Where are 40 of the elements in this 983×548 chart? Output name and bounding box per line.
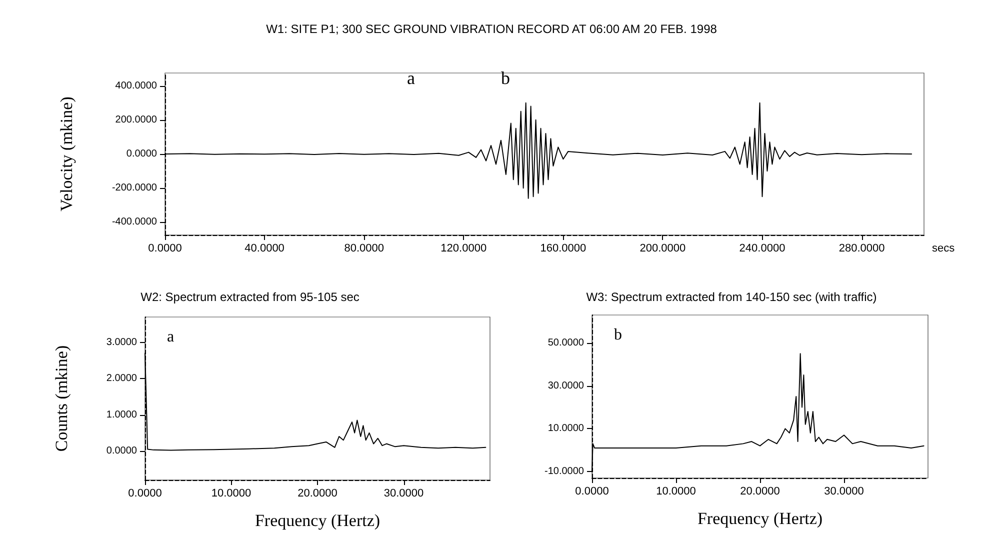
x-tick-label: 0.0000 [575,486,609,498]
x-tick-label: 20.0000 [298,488,338,500]
y-tick-label: 2.0000 [106,373,138,384]
y-tick-label: 400.0000 [115,80,158,92]
y-axis-title: Velocity (mkine) [57,96,76,212]
y-tick-label: -200.0000 [112,182,158,194]
x-tick-label: 200.0000 [640,242,686,254]
x-tick-label: 10.0000 [211,488,252,500]
y-axis-title: Counts (mkine) [52,345,71,452]
x-tick-label: 30.0000 [384,488,424,500]
y-tick-label: 30.0000 [548,380,584,392]
x-tick-label: 30.0000 [824,486,864,498]
x-tick-label: 240.0000 [739,242,786,254]
x-tick-label: 0.0000 [148,242,182,254]
x-tick-label: 40.0000 [244,242,284,254]
x-tick-label: 10.0000 [656,486,696,498]
y-tick-label: 3.0000 [106,336,138,348]
annotation: b [501,68,510,88]
y-tick-label: 10.0000 [548,423,584,434]
y-tick-label: -400.0000 [112,216,158,228]
chart-title: W2: Spectrum extracted from 95-105 sec [140,290,360,304]
x-tick-label: 280.0000 [838,242,885,254]
x-axis-title: Frequency (Hertz) [697,509,823,528]
annotation: a [167,328,174,346]
x-tick-label: 160.0000 [540,242,586,254]
x-axis-title: Frequency (Hertz) [254,511,380,530]
y-tick-label: 1.0000 [106,409,138,420]
y-tick-label: 50.0000 [548,337,584,348]
y-tick-label: 0.0000 [106,446,138,457]
y-tick-label: 0.0000 [126,148,158,160]
y-tick-label: -10.0000 [544,466,584,478]
x-tick-label: 80.0000 [344,242,384,254]
annotation: a [407,68,415,88]
y-tick-label: 200.0000 [115,114,158,126]
annotation: b [614,326,622,344]
chart-title: W3: Spectrum extracted from 140-150 sec (with traffic) [586,290,877,304]
x-tick-label: 20.0000 [740,486,780,498]
chart-title: W1: SITE P1; 300 SEC GROUND VIBRATION RECORD AT 06:00 AM 20 FEB. 1998 [266,22,718,36]
x-tick-label: 120.0000 [440,242,487,254]
x-axis-title: secs [932,242,956,254]
